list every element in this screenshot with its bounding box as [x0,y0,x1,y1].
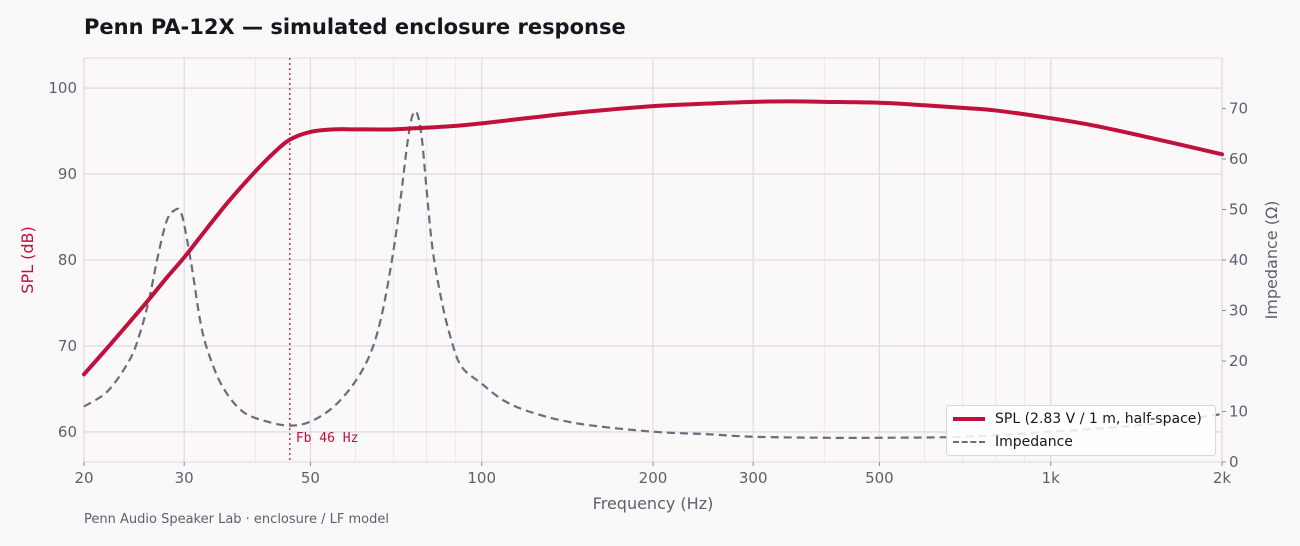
y-right-tick-label: 60 [1229,150,1248,168]
y-left-tick-label: 80 [58,251,77,269]
x-axis-label: Frequency (Hz) [593,494,714,513]
spl-line [82,99,1224,377]
legend-label-impedance: Impedance [995,434,1073,450]
x-tick-label: 50 [301,469,320,487]
y-left-tick-label: 60 [58,423,77,441]
fb-marker-label: Fb 46 Hz [296,431,359,446]
x-axis-ticks: 20 30 50 100 200 300 500 1k 2k [74,462,1231,487]
y-left-tick-label: 100 [48,79,77,97]
x-tick-label: 200 [639,469,668,487]
y-left-tick-label: 70 [58,337,77,355]
legend-item-impedance: Impedance [953,432,1073,452]
y-right-tick-label: 10 [1229,403,1248,421]
x-tick-label: 20 [74,469,93,487]
y-left-axis-label: SPL (dB) [18,226,37,293]
x-tick-label: 30 [175,469,194,487]
legend-label-spl: SPL (2.83 V / 1 m, half-space) [995,411,1202,427]
legend-item-spl: SPL (2.83 V / 1 m, half-space) [953,409,1202,429]
series-lines [82,99,1224,439]
y-right-tick-label: 50 [1229,201,1248,219]
legend-swatch-impedance [953,441,985,443]
y-right-axis-ticks: 0 10 20 30 40 50 60 70 [1222,100,1248,471]
y-right-tick-label: 40 [1229,251,1248,269]
y-right-tick-label: 70 [1229,100,1248,118]
x-tick-label: 100 [467,469,496,487]
x-tick-label: 1k [1042,469,1061,487]
fb-annotation: Fb 46 Hz [289,58,359,462]
x-tick-label: 500 [865,469,894,487]
footer-caption: Penn Audio Speaker Lab · enclosure / LF … [84,512,389,527]
legend-swatch-spl [953,417,985,421]
y-left-axis-ticks: 60 70 80 90 100 [48,79,77,441]
y-right-tick-label: 20 [1229,352,1248,370]
y-left-tick-label: 90 [58,165,77,183]
legend: SPL (2.83 V / 1 m, half-space) Impedance [946,405,1216,456]
chart-title: Penn PA-12X — simulated enclosure respon… [84,15,626,39]
y-right-axis-label: Impedance (Ω) [1262,201,1281,320]
y-right-tick-label: 30 [1229,302,1248,320]
x-tick-label: 2k [1213,469,1232,487]
y-right-tick-label: 0 [1229,453,1239,471]
x-tick-label: 300 [739,469,768,487]
